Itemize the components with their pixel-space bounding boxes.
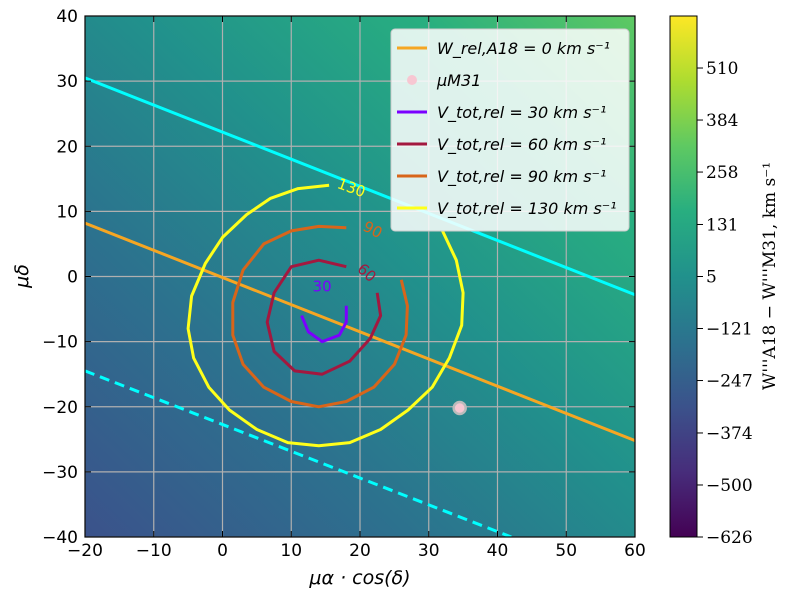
legend-box [390, 28, 630, 232]
reference-lines [85, 76, 635, 537]
x-tick-label: 50 [555, 541, 577, 561]
colorbar-tick-label: −500 [706, 476, 753, 496]
m31-point [452, 400, 467, 416]
colorbar-tick-label: 510 [706, 59, 738, 79]
x-tick-label: 0 [217, 541, 228, 561]
colorbar [669, 15, 698, 538]
contour-line [231, 224, 409, 409]
reference-line [85, 76, 635, 297]
y-tick-label: −10 [42, 333, 78, 353]
x-tick-label: −20 [67, 541, 103, 561]
x-tick-label: 60 [624, 541, 646, 561]
x-tick-label: 20 [349, 541, 371, 561]
colorbar-tick-label: 384 [706, 111, 738, 131]
x-axis-title: μα · cos(δ) [308, 567, 410, 589]
reference-line [85, 369, 512, 537]
colorbar-tick-label: −247 [706, 372, 753, 392]
legend-label: V_tot,rel = 30 km s⁻¹ [437, 103, 606, 123]
legend-label: V_tot,rel = 60 km s⁻¹ [437, 135, 606, 155]
y-tick-label: 30 [56, 72, 78, 92]
reference-line [85, 221, 635, 442]
colorbar-title: W'''A18 − W'''M31, km s⁻¹ [760, 162, 780, 390]
colorbar-tick-label: −626 [706, 528, 753, 548]
y-tick-label: −40 [42, 528, 78, 548]
legend-label: V_tot,rel = 90 km s⁻¹ [437, 167, 606, 187]
y-tick-label: −20 [42, 398, 78, 418]
legend: W_rel,A18 = 0 km s⁻¹ μM31 V_tot,rel = 30 k… [390, 28, 630, 232]
colorbar-tick-label: −374 [706, 424, 753, 444]
legend-label: W_rel,A18 = 0 km s⁻¹ [437, 39, 610, 59]
y-tick-label: 10 [56, 202, 78, 222]
colorbar-tick-label: 258 [706, 163, 738, 183]
y-axis-ticks: 40 30 20 10 0 −10 −20 −30 −40 [42, 7, 635, 548]
contour-line [300, 305, 348, 344]
contour-label: 30 [313, 277, 332, 295]
colorbar-tick-label: 5 [706, 268, 717, 288]
y-tick-label: 0 [67, 268, 78, 288]
contour-line [265, 258, 383, 376]
legend-label: μM31 [436, 71, 481, 90]
x-tick-label: 30 [418, 541, 440, 561]
x-tick-label: 40 [487, 541, 509, 561]
colorbar-tick-label: 131 [706, 215, 738, 235]
legend-swatch-dot [407, 75, 417, 85]
x-tick-label: −10 [136, 541, 172, 561]
x-tick-label: 10 [280, 541, 302, 561]
y-tick-label: −30 [42, 463, 78, 483]
y-axis-title: μδ [11, 264, 33, 289]
data-points [452, 400, 467, 416]
legend-label: V_tot,rel = 130 km s⁻¹ [437, 199, 617, 219]
colorbar-tick-label: −121 [706, 320, 753, 340]
x-axis-ticks: −20 −10 0 10 20 30 40 50 60 [67, 16, 646, 561]
y-tick-label: 20 [56, 137, 78, 157]
colorbar-ticks: 510 384 258 131 5 −121 −247 −374 −500 −626 [697, 59, 753, 548]
y-tick-label: 40 [56, 7, 78, 27]
contour-line [186, 183, 465, 448]
